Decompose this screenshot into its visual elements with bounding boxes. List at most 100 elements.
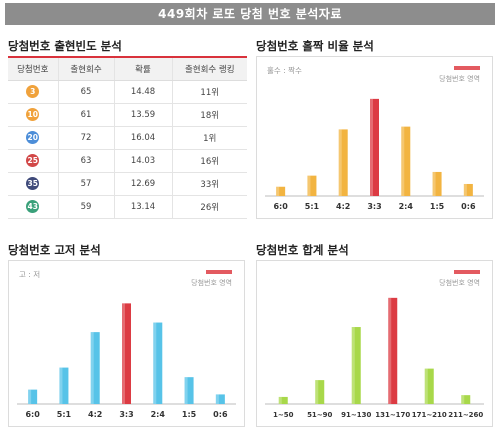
header-count: 출현회수	[58, 58, 115, 81]
bar	[338, 129, 348, 196]
bar-highlight	[59, 367, 63, 404]
prob-cell: 14.03	[114, 149, 173, 173]
tick-label: 4:2	[336, 202, 350, 211]
number-ball: 35	[26, 177, 40, 190]
tick-label: 91~130	[341, 411, 371, 419]
bar-highlight	[315, 380, 319, 404]
frequency-title: 당첨번호 출현빈도 분석	[8, 39, 122, 53]
bar	[424, 368, 434, 404]
bar-highlight	[276, 186, 280, 196]
sum-chart: 당첨번호 영역 1~50 51~90 91~130 131~170 171~210 211~…	[256, 260, 493, 427]
tick-label: 1~50	[273, 411, 294, 419]
bar	[370, 98, 379, 196]
bar-highlight	[90, 332, 94, 404]
tick-label: 3:3	[119, 410, 133, 419]
number-cell: 3	[8, 80, 59, 104]
count-cell: 72	[58, 126, 115, 150]
number-ball: 43	[26, 200, 40, 213]
legend-label: 당첨번호 영역	[191, 278, 232, 287]
tick-label: 5:1	[57, 410, 72, 419]
tick-label: 6:0	[273, 202, 288, 211]
header-prob: 확률	[114, 58, 173, 81]
tick-label: 0:6	[213, 410, 228, 419]
bar	[461, 395, 471, 404]
legend-label: 당첨번호 영역	[439, 74, 480, 83]
odd-even-chart: 홀수 : 짝수 당첨번호 영역 6:0 5:1 4:2 3:3 2:4 1:5 0:6	[256, 56, 493, 219]
rank-cell: 11위	[172, 80, 247, 104]
table-row: 35 57 12.69 33위	[8, 172, 247, 196]
number-ball: 10	[26, 108, 40, 121]
bar-highlight	[338, 129, 342, 196]
bar-highlight	[28, 389, 32, 404]
count-cell: 59	[58, 195, 115, 219]
tick-label: 5:1	[305, 202, 320, 211]
tick-label: 1:5	[430, 202, 445, 211]
bar-highlight	[215, 394, 219, 404]
prob-cell: 12.69	[114, 172, 173, 196]
rank-cell: 1위	[172, 126, 247, 150]
bar-highlight	[463, 183, 467, 196]
bar	[90, 332, 100, 404]
bar	[463, 183, 473, 196]
frequency-table: 당첨번호 출현회수 확률 출현회수 랭킹 3 65 14.48 11위 10 61 13.5…	[8, 58, 247, 219]
bar	[351, 327, 361, 404]
legend-label: 당첨번호 영역	[439, 278, 480, 287]
bar	[122, 303, 131, 404]
tick-label: 211~260	[448, 411, 483, 419]
prob-cell: 14.48	[114, 80, 173, 104]
rank-cell: 16위	[172, 149, 247, 173]
bar	[215, 394, 225, 404]
tick-label: 0:6	[461, 202, 476, 211]
bar-highlight	[401, 126, 405, 196]
bar-highlight	[184, 377, 188, 404]
legend-swatch	[454, 66, 480, 70]
prob-cell: 13.59	[114, 103, 173, 127]
table-row: 43 59 13.14 26위	[8, 195, 247, 219]
axis-note: 고 : 저	[19, 270, 40, 279]
tick-label: 6:0	[25, 410, 40, 419]
bar-highlight	[388, 297, 392, 404]
frequency-title-rule	[8, 56, 247, 58]
tick-label: 51~90	[307, 411, 332, 419]
bar-highlight	[122, 303, 125, 404]
number-ball: 25	[26, 154, 40, 167]
bar	[315, 380, 325, 404]
tick-label: 1:5	[182, 410, 197, 419]
bar	[59, 367, 69, 404]
rank-cell: 26위	[172, 195, 247, 219]
bar-highlight	[153, 322, 157, 404]
frequency-table-header: 당첨번호 출현회수 확률 출현회수 랭킹	[8, 58, 247, 81]
prob-cell: 13.14	[114, 195, 173, 219]
bar	[401, 126, 411, 196]
count-cell: 61	[58, 103, 115, 127]
bar-highlight	[370, 98, 373, 196]
header-rank: 출현회수 랭킹	[172, 58, 247, 81]
bar	[307, 175, 317, 196]
number-ball: 20	[26, 131, 40, 144]
table-row: 25 63 14.03 16위	[8, 149, 247, 173]
bar	[276, 186, 286, 196]
bar	[184, 377, 194, 404]
tick-label: 171~210	[412, 411, 447, 419]
bar-highlight	[461, 395, 465, 404]
bar-highlight	[278, 396, 282, 404]
table-row: 20 72 16.04 1위	[8, 126, 247, 150]
odd-even-title: 당첨번호 홀짝 비율 분석	[256, 39, 374, 53]
bar-highlight	[307, 175, 311, 196]
bar	[432, 171, 442, 196]
number-ball: 3	[26, 85, 40, 98]
table-row: 10 61 13.59 18위	[8, 103, 247, 127]
axis-note: 홀수 : 짝수	[267, 65, 302, 75]
tick-label: 2:4	[151, 410, 166, 419]
bar	[28, 389, 38, 404]
count-cell: 57	[58, 172, 115, 196]
tick-label: 131~170	[375, 411, 410, 419]
number-cell: 35	[8, 172, 59, 196]
bar	[278, 396, 288, 404]
sum-chart-svg: 당첨번호 영역 1~50 51~90 91~130 131~170 171~210 211~…	[265, 270, 484, 419]
tick-label: 2:4	[399, 202, 414, 211]
header-number: 당첨번호	[8, 58, 59, 81]
legend-swatch	[206, 270, 232, 274]
